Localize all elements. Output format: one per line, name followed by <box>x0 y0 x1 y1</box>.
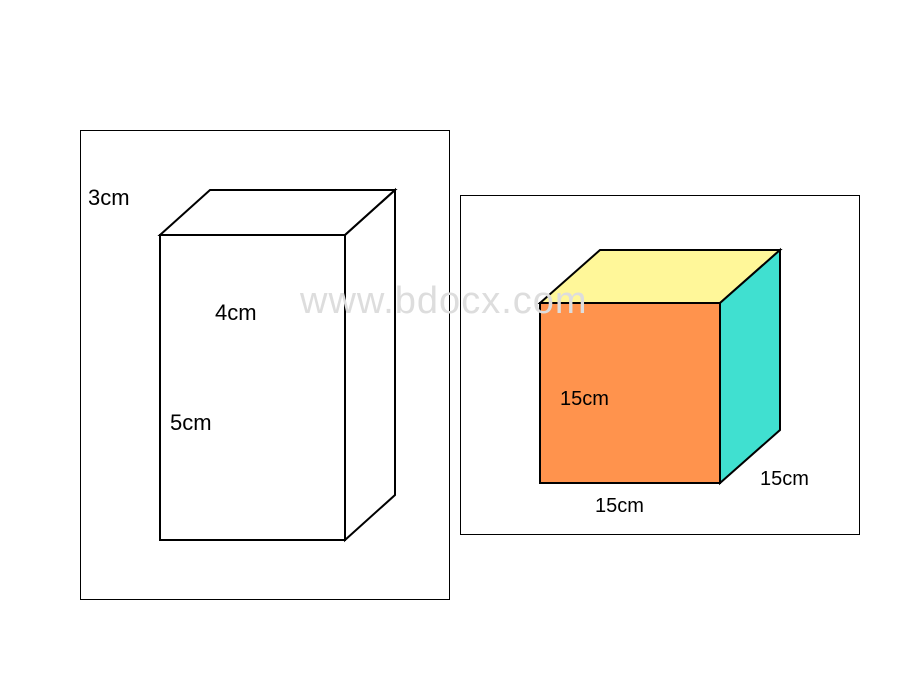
cuboid-width-label: 4cm <box>215 300 257 326</box>
cuboid-front-face <box>160 235 345 540</box>
cube-depth-label: 15cm <box>760 468 809 491</box>
cuboid-shape <box>160 190 395 540</box>
cube-width-label: 15cm <box>595 495 644 518</box>
cuboid-depth-label: 3cm <box>88 185 130 211</box>
cube-height-label: 15cm <box>560 388 609 411</box>
shapes-svg <box>0 0 920 690</box>
cuboid-height-label: 5cm <box>170 410 212 436</box>
cuboid-top-face <box>160 190 395 235</box>
diagram-container: www.bdocx.com 3cm 4cm 5cm 15cm 15cm 15cm <box>0 0 920 690</box>
cube-shape <box>540 250 780 483</box>
cuboid-right-face <box>345 190 395 540</box>
